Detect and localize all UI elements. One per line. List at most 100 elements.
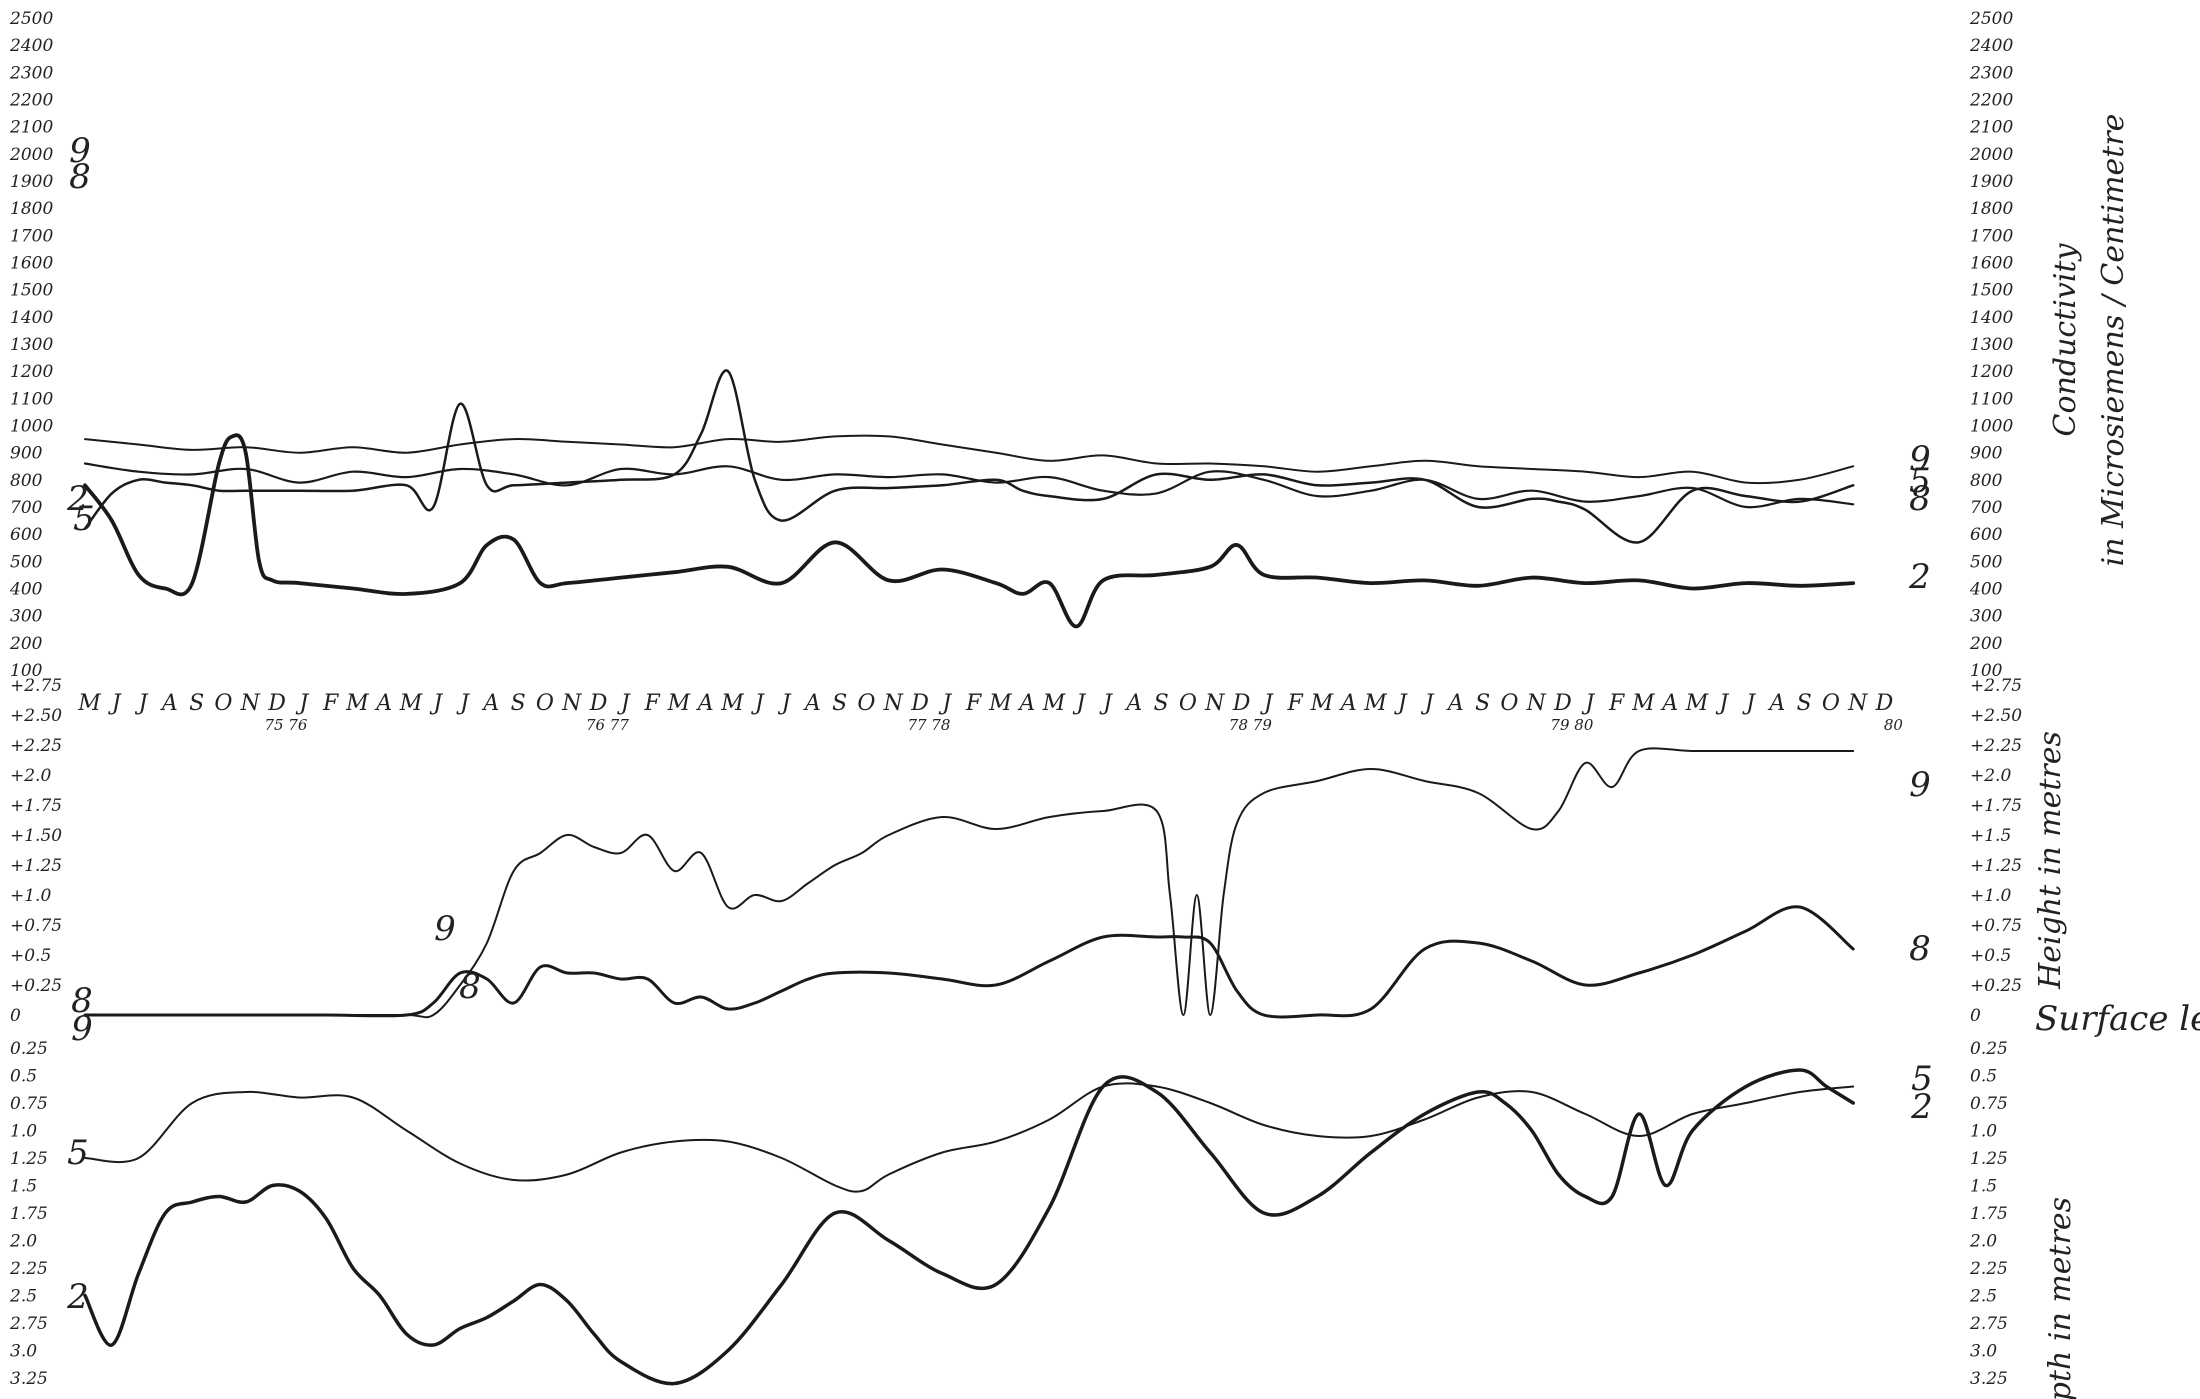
height-ytick-right-9: +0.5 <box>1970 946 2011 966</box>
month-label-41: O <box>1179 691 1198 716</box>
year-mark-3: 78 79 <box>1229 716 1272 734</box>
ytick-right-1300: 1300 <box>1970 335 2013 355</box>
month-label-38: J <box>1099 691 1113 716</box>
ytick-right-2300: 2300 <box>1969 63 2013 83</box>
depth-ytick-right-7: 2.0 <box>1969 1232 1997 1252</box>
ytick-left-400: 400 <box>9 580 43 600</box>
height-ytick-right-6: +1.25 <box>1970 856 2022 876</box>
month-label-33: F <box>965 691 982 716</box>
month-label-1: J <box>108 691 122 716</box>
height-ytick-right-1: +2.50 <box>1970 706 2022 726</box>
month-label-28: S <box>832 691 848 716</box>
series-start-label-5: 5 <box>73 499 95 539</box>
ytick-left-300: 300 <box>10 607 43 627</box>
ytick-right-2000: 2000 <box>1969 145 2013 165</box>
surface-level-label: Surface level <box>2035 999 2200 1039</box>
month-label-57: F <box>1608 691 1625 716</box>
series-end-label-5: 5 <box>1911 1059 1933 1099</box>
depth-ytick-left-8: 2.25 <box>9 1259 48 1279</box>
depth-ytick-right-10: 2.75 <box>1969 1314 2008 1334</box>
month-label-60: M <box>1685 691 1710 716</box>
month-label-8: J <box>295 691 309 716</box>
ytick-right-1400: 1400 <box>1970 308 2013 328</box>
depth-ytick-right-5: 1.5 <box>1970 1177 1997 1197</box>
height-ytick-left-4: +1.75 <box>10 796 62 816</box>
month-label-51: A <box>1446 691 1465 716</box>
month-label-54: N <box>1526 691 1547 716</box>
ytick-right-800: 800 <box>1970 471 2003 491</box>
ytick-right-200: 200 <box>1969 634 2003 654</box>
height-ytick-right-5: +1.5 <box>1970 826 2011 846</box>
height-ytick-left-6: +1.25 <box>10 856 62 876</box>
height-ytick-right-0: +2.75 <box>1970 676 2022 696</box>
month-label-46: M <box>1310 691 1335 716</box>
depth-ytick-left-2: 0.75 <box>10 1094 48 1114</box>
depth-axis-title: Depth in metres <box>2043 1197 2078 1399</box>
depth-ytick-right-12: 3.25 <box>1970 1369 2008 1389</box>
depth-ytick-right-4: 1.25 <box>1970 1149 2008 1169</box>
depth-ytick-right-2: 0.75 <box>1970 1094 2008 1114</box>
ytick-left-1100: 1100 <box>10 389 53 409</box>
ytick-left-1500: 1500 <box>10 281 53 301</box>
month-label-40: S <box>1154 691 1170 716</box>
month-label-24: M <box>720 691 745 716</box>
month-label-53: O <box>1500 691 1519 716</box>
series-start-label-8: 8 <box>69 157 91 197</box>
series-end-label-8: 8 <box>1909 479 1931 519</box>
month-label-50: J <box>1421 691 1435 716</box>
height-ytick-left-10: +0.25 <box>10 976 62 996</box>
month-label-55: D <box>1553 691 1573 716</box>
series-end-label-9: 9 <box>1909 765 1931 805</box>
month-label-52: S <box>1475 691 1491 716</box>
ytick-left-1600: 1600 <box>10 254 53 274</box>
month-label-16: S <box>511 691 527 716</box>
height-left-label-9: 9 <box>71 1009 93 1049</box>
series-line-2 <box>83 433 1856 629</box>
height-ytick-left-3: +2.0 <box>10 766 51 786</box>
series-line-9 <box>84 747 1855 1019</box>
series-line-5 <box>84 1082 1855 1193</box>
depth-ytick-left-10: 2.75 <box>9 1314 48 1334</box>
ytick-left-1000: 1000 <box>10 417 53 437</box>
ytick-right-1800: 1800 <box>1970 199 2013 219</box>
series-start-label-2: 2 <box>66 1277 89 1317</box>
depth-ytick-left-11: 3.0 <box>10 1342 37 1362</box>
height-ytick-left-0: +2.75 <box>10 676 62 696</box>
month-label-20: J <box>617 691 631 716</box>
ytick-right-900: 900 <box>1970 444 2003 464</box>
depth-ytick-left-7: 2.0 <box>9 1232 37 1252</box>
ytick-left-1700: 1700 <box>10 226 53 246</box>
month-label-9: F <box>322 691 339 716</box>
depth-ytick-right-1: 0.5 <box>1970 1067 1997 1087</box>
month-label-32: J <box>938 691 952 716</box>
ytick-left-800: 800 <box>10 471 43 491</box>
month-label-0: M <box>77 691 102 716</box>
month-label-27: A <box>803 691 822 716</box>
series-start-label-5: 5 <box>67 1133 89 1173</box>
ytick-left-2500: 2500 <box>9 9 53 29</box>
month-label-42: N <box>1204 691 1225 716</box>
height-panel: +2.75+2.50+2.25+2.0+1.75+1.50+1.25+1.0+0… <box>10 676 2022 1049</box>
series-line-8 <box>83 462 1855 509</box>
month-label-45: F <box>1286 691 1303 716</box>
month-label-4: S <box>189 691 205 716</box>
series-line-9 <box>84 434 1855 485</box>
month-label-17: O <box>536 691 555 716</box>
ytick-right-2400: 2400 <box>1969 36 2013 56</box>
ytick-right-1700: 1700 <box>1970 226 2013 246</box>
height-ytick-right-10: +0.25 <box>1970 976 2022 996</box>
series-line-8 <box>83 905 1855 1019</box>
depth-ytick-left-12: 3.25 <box>10 1369 48 1389</box>
month-label-2: J <box>135 691 149 716</box>
depth-ytick-left-9: 2.5 <box>9 1287 37 1307</box>
series-end-label-5: 5 <box>1909 461 1931 501</box>
height-ytick-left-1: +2.50 <box>10 706 62 726</box>
ytick-left-1800: 1800 <box>10 199 53 219</box>
height-title: Height in metres <box>2033 731 2068 990</box>
month-label-6: N <box>240 691 261 716</box>
month-label-49: J <box>1394 691 1408 716</box>
ytick-left-2300: 2300 <box>9 63 53 83</box>
ytick-right-1600: 1600 <box>1970 254 2013 274</box>
depth-ytick-left-4: 1.25 <box>10 1149 48 1169</box>
